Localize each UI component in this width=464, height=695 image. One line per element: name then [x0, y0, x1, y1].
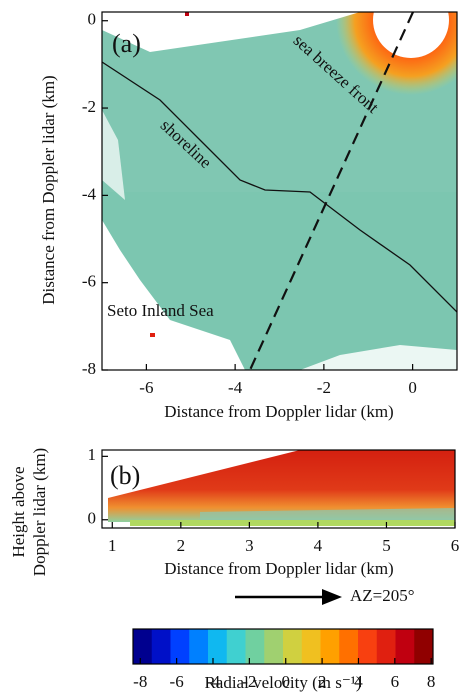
x-tick-label: 6 — [451, 536, 460, 555]
colorbar-cell — [226, 629, 246, 664]
x-axis-label: Distance from Doppler lidar (km) — [164, 559, 393, 578]
y-tick-label: -4 — [82, 184, 97, 203]
x-tick-label: 1 — [108, 536, 117, 555]
y-axis-label: Height above — [9, 466, 28, 557]
x-tick-label: -2 — [317, 378, 331, 397]
x-tick-label: 5 — [382, 536, 391, 555]
y-axis-label: Doppler lidar (km) — [30, 448, 49, 576]
colorbar-cell — [264, 629, 284, 664]
x-tick-label: 3 — [245, 536, 254, 555]
y-tick-label: 0 — [88, 10, 97, 29]
x-tick-label: 4 — [354, 672, 363, 691]
x-tick-label: -6 — [139, 378, 153, 397]
colorbar-cell — [133, 629, 153, 664]
x-tick-label: 8 — [427, 672, 436, 691]
y-tick-label: -2 — [82, 97, 96, 116]
y-axis-label: Distance from Doppler lidar (km) — [39, 75, 58, 304]
rhi-field — [108, 450, 455, 526]
colorbar-cell — [414, 629, 434, 664]
x-tick-label: -2 — [242, 672, 256, 691]
x-tick-label: 4 — [314, 536, 323, 555]
y-tick-label: -8 — [82, 359, 96, 378]
colorbar-cell — [151, 629, 171, 664]
panel-label: (b) — [110, 461, 140, 490]
colorbar-cell — [358, 629, 378, 664]
axes-frame — [101, 11, 458, 371]
x-tick-label: -4 — [228, 378, 243, 397]
panel-label: (a) — [112, 29, 141, 58]
x-tick-label: 2 — [318, 672, 327, 691]
colorbar-cell — [170, 629, 190, 664]
colorbar-frame — [132, 628, 434, 665]
colorbar-cell — [339, 629, 359, 664]
x-tick-label: -4 — [206, 672, 221, 691]
annotation: AZ=205° — [350, 586, 415, 605]
x-tick-label: 0 — [281, 672, 290, 691]
x-tick-label: 0 — [408, 378, 417, 397]
x-tick-label: 6 — [391, 672, 400, 691]
axes-frame — [101, 449, 456, 529]
colorbar-label: Radial velocity (m s⁻¹) — [204, 673, 361, 692]
x-axis-label: Distance from Doppler lidar (km) — [164, 402, 393, 421]
x-tick-label: -6 — [170, 672, 184, 691]
annotation: Seto Inland Sea — [107, 301, 214, 320]
colorbar-cell — [189, 629, 209, 664]
colorbar-cell — [395, 629, 415, 664]
y-tick-label: 1 — [88, 445, 97, 464]
x-tick-label: 2 — [177, 536, 186, 555]
colorbar-cell — [245, 629, 265, 664]
arrow-head — [322, 589, 342, 605]
colorbar-cell — [208, 629, 228, 664]
colorbar-cell — [283, 629, 303, 664]
colorbar-cell — [301, 629, 321, 664]
y-tick-label: 0 — [88, 509, 97, 528]
colorbar-cell — [376, 629, 396, 664]
y-tick-label: -6 — [82, 272, 96, 291]
x-tick-label: -8 — [133, 672, 147, 691]
ppi-field — [102, 12, 457, 370]
colorbar-cell — [320, 629, 340, 664]
